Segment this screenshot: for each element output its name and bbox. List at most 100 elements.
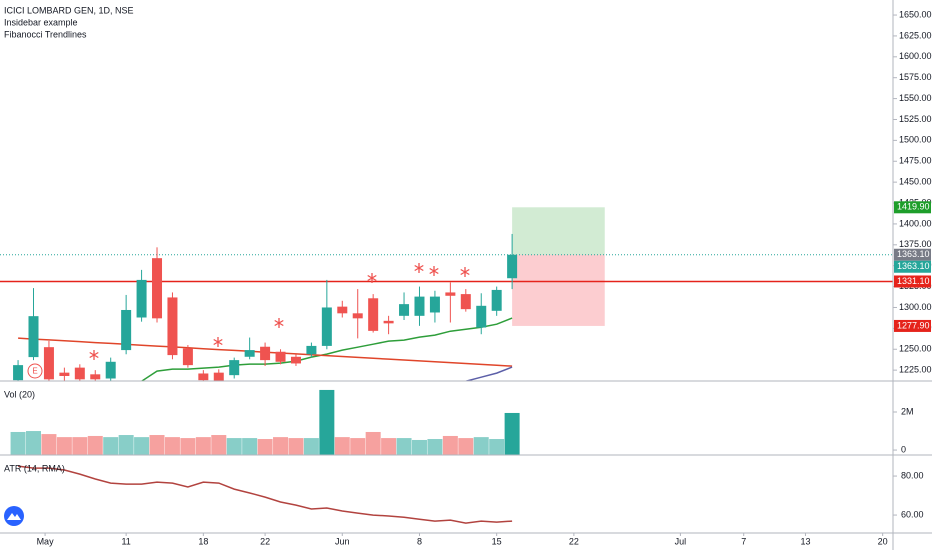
volume-bar bbox=[103, 437, 119, 455]
volume-bar bbox=[458, 438, 474, 455]
price-label-bg bbox=[894, 260, 931, 273]
candle-body bbox=[105, 361, 116, 379]
volume-bar bbox=[504, 412, 520, 455]
candle-body bbox=[507, 254, 518, 279]
earnings-label: E bbox=[32, 367, 37, 376]
candle-body bbox=[136, 279, 147, 318]
candle-body bbox=[167, 297, 178, 356]
chart-title: ICICI LOMBARD GEN, 1D, NSE bbox=[4, 5, 134, 15]
volume-bar bbox=[288, 438, 304, 455]
volume-bar bbox=[257, 439, 273, 455]
signal-icons bbox=[89, 263, 470, 360]
volume-bar bbox=[473, 437, 489, 455]
candle-body bbox=[260, 346, 271, 361]
price-label: 1277.90 bbox=[897, 320, 930, 330]
volume-bar bbox=[442, 435, 458, 455]
x-tick-label: 13 bbox=[800, 536, 810, 546]
volume-bar bbox=[149, 435, 165, 455]
candle-body bbox=[43, 347, 54, 380]
candle-body bbox=[13, 365, 24, 381]
candle-body bbox=[275, 351, 286, 362]
volume-bar bbox=[41, 434, 57, 455]
price-label: 1331.10 bbox=[897, 276, 930, 286]
y-tick-label: 1575.00 bbox=[899, 72, 932, 82]
candle-body bbox=[383, 320, 394, 324]
y-tick-label: 1225.00 bbox=[899, 365, 932, 375]
price-label: 1363.10 bbox=[897, 249, 930, 259]
y-tick-label: 1500.00 bbox=[899, 135, 932, 145]
x-tick-label: May bbox=[37, 536, 55, 546]
volume-bar bbox=[10, 431, 26, 455]
volume-bar bbox=[319, 389, 335, 455]
volume-bar bbox=[303, 438, 319, 455]
x-tick-label: 18 bbox=[198, 536, 208, 546]
volume-bar bbox=[226, 438, 242, 455]
x-tick-label: 7 bbox=[741, 536, 746, 546]
price-label: 1363.10 bbox=[897, 261, 930, 271]
volume-bar bbox=[56, 437, 72, 455]
volume-bar bbox=[396, 438, 412, 455]
volume-bar bbox=[411, 439, 427, 455]
candle-body bbox=[244, 350, 255, 357]
volume-bar bbox=[211, 435, 227, 455]
y-tick-label: 1650.00 bbox=[899, 9, 932, 19]
candle-body bbox=[445, 292, 456, 296]
y-tick-label: 1475.00 bbox=[899, 156, 932, 166]
x-tick-label: 8 bbox=[417, 536, 422, 546]
price-label-bg bbox=[894, 248, 931, 261]
atr-pane bbox=[18, 465, 513, 524]
candle-body bbox=[460, 294, 471, 310]
y-tick-label: 1525.00 bbox=[899, 114, 932, 124]
candle-body bbox=[59, 372, 70, 376]
stop-zone bbox=[512, 254, 605, 326]
y-tick-label: 1450.00 bbox=[899, 177, 932, 187]
candle-body bbox=[198, 373, 209, 381]
price-label-bg bbox=[894, 319, 931, 332]
y-tick-label: 1375.00 bbox=[899, 239, 932, 249]
logo bbox=[4, 506, 24, 526]
candle-body bbox=[368, 298, 379, 331]
y-tick-label: 1300.00 bbox=[899, 302, 932, 312]
candle-body bbox=[306, 345, 317, 355]
indicator-name: Fibanocci Trendlines bbox=[4, 29, 87, 39]
x-tick-label: 11 bbox=[121, 536, 130, 546]
candle-body bbox=[213, 372, 224, 381]
volume-bar bbox=[242, 438, 258, 455]
candle-body bbox=[121, 309, 132, 351]
x-tick-label: 22 bbox=[260, 536, 270, 546]
volume-bar bbox=[26, 431, 42, 455]
x-tick-label: 22 bbox=[569, 536, 579, 546]
price-label-bg bbox=[894, 275, 931, 288]
indicator-name: Insidebar example bbox=[4, 17, 78, 27]
price-label-bg bbox=[894, 201, 931, 214]
candle-body bbox=[352, 313, 363, 319]
candle-body bbox=[290, 356, 301, 364]
candle-body bbox=[429, 296, 440, 313]
y-tick-label: 60.00 bbox=[901, 509, 924, 519]
x-tick-label: 15 bbox=[492, 536, 502, 546]
candle-body bbox=[229, 360, 240, 376]
price-label: 1419.90 bbox=[897, 202, 930, 212]
earnings-badge bbox=[27, 363, 43, 379]
axes: 1225.001250.001275.001300.001325.001350.… bbox=[37, 9, 932, 546]
moving-average bbox=[465, 366, 513, 381]
volume-bar bbox=[72, 437, 88, 455]
volume-bar bbox=[334, 437, 350, 455]
volume-pane bbox=[10, 389, 520, 455]
y-tick-label: 2M bbox=[901, 406, 914, 416]
candle-body bbox=[152, 258, 163, 319]
volume-bar bbox=[134, 437, 150, 455]
volume-bar bbox=[489, 439, 505, 455]
candle-body bbox=[74, 367, 85, 380]
target-zone bbox=[512, 207, 605, 255]
atr-line bbox=[18, 465, 513, 524]
volume-bar bbox=[118, 435, 134, 455]
volume-bar bbox=[195, 437, 211, 455]
y-tick-label: 1600.00 bbox=[899, 51, 932, 61]
volume-bar bbox=[350, 438, 366, 455]
x-tick-label: Jun bbox=[335, 536, 350, 546]
volume-bar bbox=[87, 435, 103, 455]
candle-body bbox=[491, 289, 502, 311]
